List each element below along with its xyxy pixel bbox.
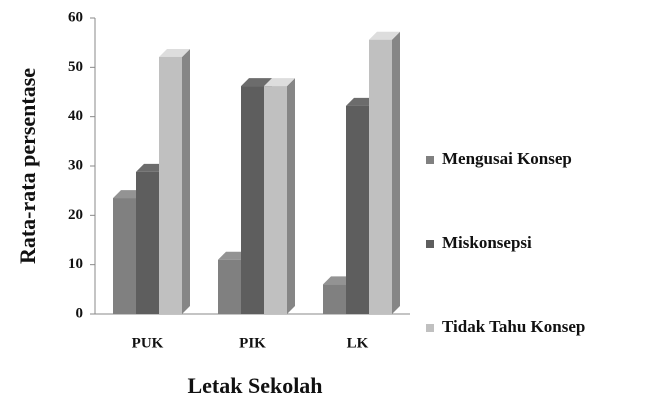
bar-front bbox=[369, 39, 392, 314]
y-tick-label: 0 bbox=[76, 305, 84, 321]
x-tick-label: PUK bbox=[132, 335, 164, 351]
bar-front bbox=[113, 198, 136, 314]
x-axis-title: Letak Sekolah bbox=[187, 373, 322, 398]
bar bbox=[264, 78, 295, 314]
bar-side bbox=[182, 48, 190, 315]
legend-label: Mengusai Konsep bbox=[442, 149, 572, 168]
bar-top bbox=[369, 31, 400, 40]
bar-top bbox=[159, 48, 190, 57]
y-tick-label: 10 bbox=[68, 256, 83, 272]
bar bbox=[159, 48, 190, 315]
bar-top bbox=[241, 78, 272, 87]
bar-side bbox=[287, 78, 295, 314]
legend-swatch bbox=[426, 156, 434, 164]
bar-top bbox=[264, 78, 295, 87]
y-tick-label: 50 bbox=[68, 59, 83, 75]
y-tick-label: 40 bbox=[68, 108, 83, 124]
bar-front bbox=[136, 171, 159, 314]
y-axis-title: Rata-rata persentase bbox=[15, 68, 40, 264]
y-tick-label: 30 bbox=[68, 157, 83, 173]
bar-front bbox=[346, 105, 369, 315]
x-tick-label: PIK bbox=[239, 335, 266, 351]
legend-swatch bbox=[426, 324, 434, 332]
legend-swatch bbox=[426, 240, 434, 248]
legend-label: Miskonsepsi bbox=[442, 233, 532, 252]
y-tick-label: 60 bbox=[68, 9, 83, 25]
x-tick-label: LK bbox=[347, 335, 369, 351]
legend-label: Tidak Tahu Konsep bbox=[442, 317, 585, 336]
bar bbox=[369, 31, 400, 315]
bar-front bbox=[323, 284, 346, 314]
bar-front bbox=[264, 86, 287, 314]
bar-front bbox=[241, 86, 264, 314]
bar-front bbox=[159, 56, 182, 315]
bar-side bbox=[392, 31, 400, 315]
bar-front bbox=[218, 259, 241, 314]
y-tick-label: 20 bbox=[68, 207, 83, 223]
